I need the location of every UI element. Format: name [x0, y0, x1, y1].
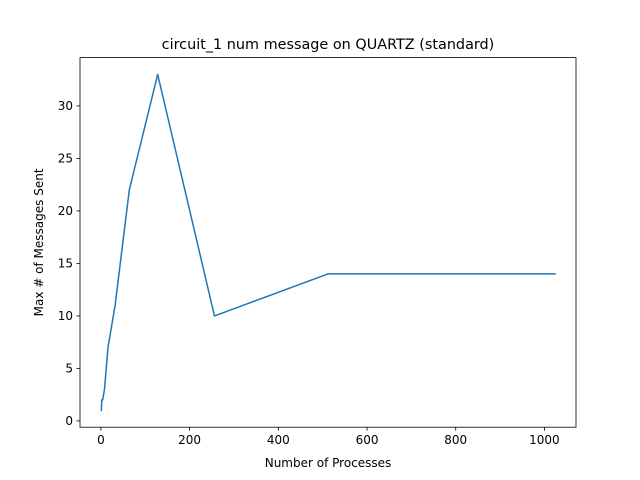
x-tick-label: 800 [444, 433, 467, 447]
x-tick-label: 600 [356, 433, 379, 447]
x-tick-label: 0 [97, 433, 105, 447]
axis-ticks: 0 200 400 600 800 1000 0 5 10 15 20 25 30 [58, 99, 560, 447]
plot-area [100, 73, 556, 412]
y-tick-label: 0 [65, 414, 73, 428]
axes-frame [79, 57, 577, 428]
chart-title: circuit_1 num message on QUARTZ (standar… [162, 37, 495, 53]
y-tick-label: 10 [58, 309, 73, 323]
x-tick-label: 400 [267, 433, 290, 447]
y-tick-label: 5 [65, 362, 73, 376]
y-tick-label: 20 [58, 204, 73, 218]
y-tick-label: 30 [58, 99, 73, 113]
y-tick-label: 25 [58, 152, 73, 166]
y-axis-label: Max # of Messages Sent [32, 168, 46, 316]
x-tick-label: 200 [178, 433, 201, 447]
x-tick-label: 1000 [529, 433, 560, 447]
series-line [100, 73, 556, 412]
y-tick-label: 15 [58, 257, 73, 271]
x-axis-label: Number of Processes [265, 456, 392, 470]
